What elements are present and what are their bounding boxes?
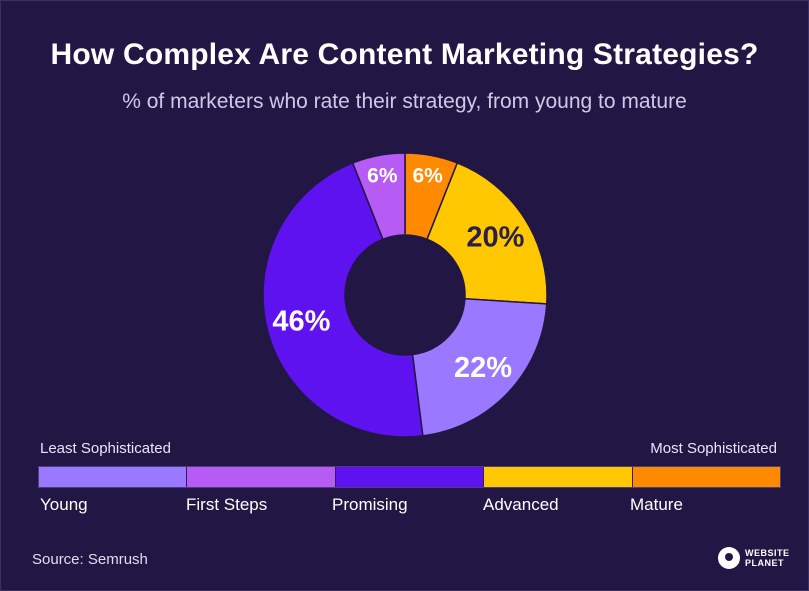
- slice-label-promising: 46%: [272, 306, 330, 338]
- scale-label-young: Young: [40, 495, 88, 514]
- donut-chart: 6% 20% 22% 46% 6%: [262, 152, 548, 438]
- slice-label-first-steps: 6%: [367, 165, 398, 188]
- slice-label-mature: 6%: [412, 165, 443, 188]
- scale-label-most: Most Sophisticated: [650, 440, 777, 457]
- brand-logo: WEBSITE PLANET: [718, 547, 790, 569]
- scale-segment-promising: [334, 467, 484, 487]
- sophistication-scale-bar: [38, 466, 781, 488]
- scale-label-promising: Promising: [332, 495, 408, 514]
- scale-segment-first-steps: [186, 467, 335, 487]
- slice-advanced: [426, 161, 548, 305]
- brand-line-2: PLANET: [745, 558, 784, 568]
- scale-label-least: Least Sophisticated: [40, 440, 171, 457]
- chart-title: How Complex Are Content Marketing Strate…: [50, 38, 759, 71]
- source-note: Source: Semrush: [32, 551, 148, 568]
- scale-segment-mature: [631, 467, 781, 487]
- planet-icon: [718, 547, 740, 569]
- brand-line-1: WEBSITE: [745, 548, 790, 558]
- slice-label-young: 22%: [454, 352, 512, 384]
- scale-label-mature: Mature: [630, 495, 683, 514]
- scale-segment-young: [39, 467, 187, 487]
- scale-segment-advanced: [483, 467, 632, 487]
- slice-label-advanced: 20%: [466, 222, 524, 254]
- chart-subtitle: % of marketers who rate their strategy, …: [122, 90, 687, 113]
- donut-hole: [345, 235, 465, 355]
- scale-label-first-steps: First Steps: [186, 495, 268, 514]
- scale-label-advanced: Advanced: [483, 495, 559, 514]
